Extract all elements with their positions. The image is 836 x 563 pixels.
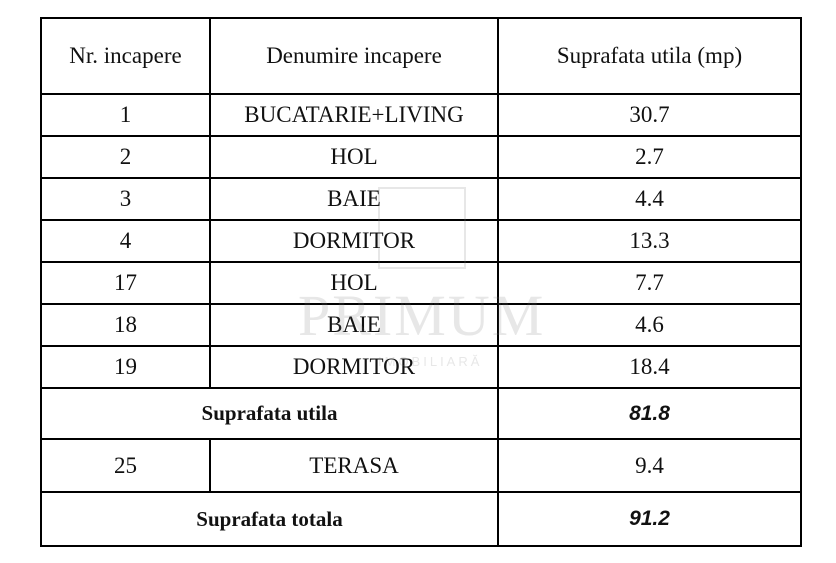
- table-row: 4 DORMITOR 13.3: [40, 219, 802, 263]
- table-row: 1 BUCATARIE+LIVING 30.7: [40, 93, 802, 137]
- cell: 1: [40, 93, 211, 137]
- cell: BAIE: [209, 303, 499, 347]
- table-row: Suprafata totala 91.2: [40, 491, 802, 547]
- cell: HOL: [209, 135, 499, 179]
- cell: 19: [40, 345, 211, 389]
- cell: 13.3: [497, 219, 802, 263]
- cell: HOL: [209, 261, 499, 305]
- cell: 2: [40, 135, 211, 179]
- subtotal-value: 81.8: [497, 387, 802, 440]
- room-table: Nr. incapere Denumire incapere Suprafata u…: [40, 17, 802, 547]
- cell: DORMITOR: [209, 345, 499, 389]
- cell: BAIE: [209, 177, 499, 221]
- table-body: Nr. incapere Denumire incapere Suprafata u…: [40, 17, 802, 547]
- table-row: 17 HOL 7.7: [40, 261, 802, 305]
- subtotal-label: Suprafata utila: [40, 387, 499, 440]
- header-cell: Denumire incapere: [209, 17, 499, 95]
- table-row: 3 BAIE 4.4: [40, 177, 802, 221]
- cell: 4.6: [497, 303, 802, 347]
- table-row: Nr. incapere Denumire incapere Suprafata u…: [40, 17, 802, 95]
- cell: 4.4: [497, 177, 802, 221]
- cell: 3: [40, 177, 211, 221]
- cell: TERASA: [209, 438, 499, 493]
- header-cell: Nr. incapere: [40, 17, 211, 95]
- table-row: Suprafata utila 81.8: [40, 387, 802, 440]
- total-label: Suprafata totala: [40, 491, 499, 547]
- total-value: 91.2: [497, 491, 802, 547]
- header-cell: Suprafata utila (mp): [497, 17, 802, 95]
- cell: 18: [40, 303, 211, 347]
- cell: BUCATARIE+LIVING: [209, 93, 499, 137]
- table-row: 2 HOL 2.7: [40, 135, 802, 179]
- cell: DORMITOR: [209, 219, 499, 263]
- table-row: 25 TERASA 9.4: [40, 438, 802, 493]
- table-row: 19 DORMITOR 18.4: [40, 345, 802, 389]
- cell: 30.7: [497, 93, 802, 137]
- cell: 9.4: [497, 438, 802, 493]
- cell: 17: [40, 261, 211, 305]
- cell: 4: [40, 219, 211, 263]
- cell: 18.4: [497, 345, 802, 389]
- cell: 25: [40, 438, 211, 493]
- cell: 7.7: [497, 261, 802, 305]
- cell: 2.7: [497, 135, 802, 179]
- table-row: 18 BAIE 4.6: [40, 303, 802, 347]
